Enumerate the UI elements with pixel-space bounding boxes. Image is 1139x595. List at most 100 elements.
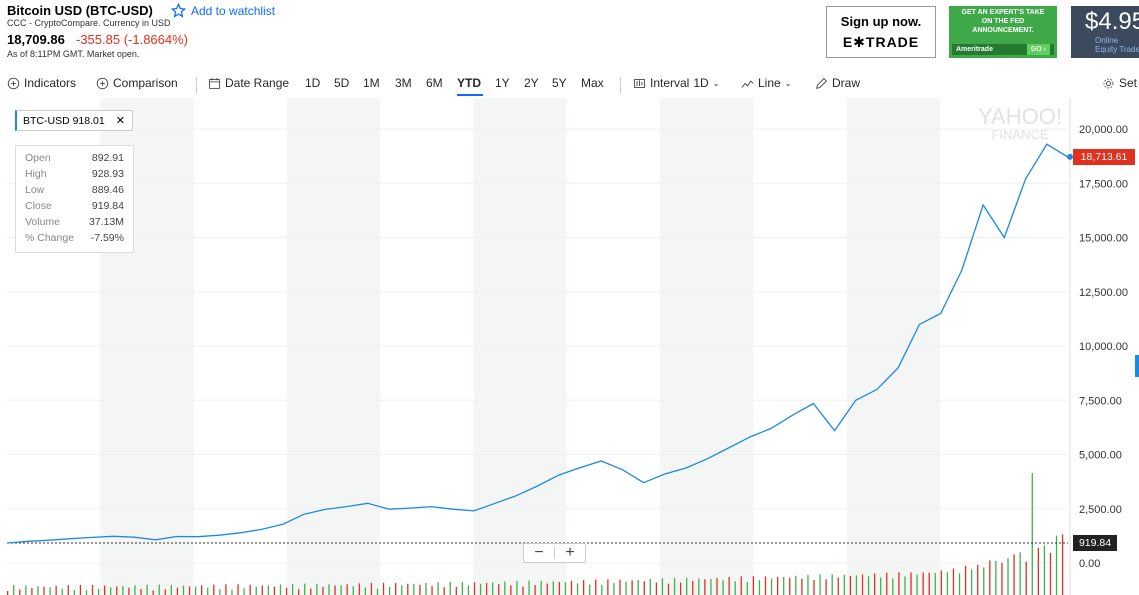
date-range-label: Date Range [225,76,290,90]
calendar-icon [209,77,220,89]
volume-bar [886,572,888,595]
volume-bar [104,585,106,595]
range-5d[interactable]: 5D [334,76,350,90]
draw-label: Draw [832,76,861,90]
volume-bar [819,574,821,595]
volume-bar [922,572,924,595]
volume-bar [249,584,251,595]
volume-bar [582,579,585,595]
volume-bar [322,586,324,595]
ohlc-label: Close [25,200,52,212]
zoom-in-button[interactable]: + [565,544,575,561]
ameritrade-ad[interactable]: GET AN EXPERT'S TAKE ON THE FED ANNOUNCE… [949,6,1057,58]
volume-bar [728,577,730,595]
volume-bar [504,581,506,595]
zoom-out-button[interactable]: − [534,544,544,561]
y-tick-label: 20,000.00 [1079,124,1128,136]
volume-bar [710,579,712,595]
chart-type-dropdown[interactable]: Line ⌄ [741,76,791,90]
volume-bar [752,576,755,595]
range-3m[interactable]: 3M [395,76,412,90]
volume-bar [516,580,518,595]
range-2y[interactable]: 2Y [524,76,539,90]
volume-bar [595,579,597,595]
volume-bar [316,583,318,595]
ohlc-label: % Change [25,232,75,244]
volume-bar [285,587,288,595]
comparison-button[interactable]: Comparison [96,76,178,90]
series-legend-chip[interactable]: BTC-USD 918.01 ✕ [15,110,133,131]
volume-bar [643,581,645,595]
price-change: -355.85 (-1.8664%) [76,32,189,47]
volume-bar [576,583,579,595]
ameritrade-go-button[interactable]: GO › [1026,44,1050,55]
volume-bar [382,582,385,595]
range-1d[interactable]: 1D [305,76,321,90]
volume-bar [140,588,142,595]
volume-bar [158,584,160,595]
ameritrade-ad-line2: ON THE FED [981,18,1025,25]
range-5y[interactable]: 5Y [552,76,567,90]
volume-bar [704,579,706,595]
volume-bar [13,585,15,595]
volume-bar [401,585,403,595]
current-price-tag: 18,713.61 [1073,149,1135,165]
volume-bar [225,584,227,595]
price-chart[interactable]: YAHOO! FINANCE 20,000.00 17,500.00 15,000.… [0,98,1139,595]
volume-bar [1061,534,1064,595]
volume-bar [655,582,658,595]
close-icon[interactable]: ✕ [115,115,125,127]
volume-bar [358,583,360,595]
volume-bar [649,578,651,595]
volume-bar [970,569,973,595]
indicators-button[interactable]: Indicators [7,76,76,90]
volume-bar [73,590,75,595]
volume-bar [813,580,815,595]
ameritrade-brand: Ameritrade [956,46,993,53]
volume-bar [201,585,203,595]
range-1m[interactable]: 1M [363,76,380,90]
volume-bar [1019,552,1021,595]
volume-bar [698,578,700,595]
watchlist-label: Add to watchlist [191,3,276,18]
volume-bar [25,585,27,595]
volume-bar [831,574,833,595]
range-max[interactable]: Max [581,76,604,90]
volume-bar [310,588,312,595]
volume-bar [673,577,676,595]
volume-bar [964,565,967,595]
volume-bar [110,587,112,595]
indicators-label: Indicators [24,76,77,90]
divider [196,77,197,93]
range-ytd[interactable]: YTD [457,76,481,90]
volume-bar [534,585,536,595]
volume-bar [977,564,979,595]
interval-dropdown[interactable]: Interval 1D ⌄ [633,76,719,90]
y-tick-label: 17,500.00 [1079,178,1128,190]
add-to-watchlist-button[interactable]: Add to watchlist [171,3,275,18]
volume-bar [170,584,172,595]
etrade-ad[interactable]: Sign up now. E✱TRADE [826,6,936,58]
range-6m[interactable]: 6M [426,76,443,90]
volume-bar [134,585,136,595]
volume-bar [734,581,736,595]
date-range-button[interactable]: Date Range [208,76,289,90]
volume-bar [510,585,512,595]
volume-bar [213,584,215,595]
range-1y[interactable]: 1Y [495,76,510,90]
volume-bar [91,585,94,595]
chart-type-label: Line [758,76,781,90]
settings-button[interactable]: Set [1102,76,1137,90]
volume-bar [843,574,845,595]
volume-bar [613,583,615,595]
y-tick-label: 10,000.00 [1079,341,1128,353]
volume-bar [449,581,451,595]
volume-bar [370,582,373,595]
ohlc-label: Volume [25,216,61,228]
equity-trade-ad[interactable]: $4.95 Online Equity Trade [1071,6,1139,58]
draw-button[interactable]: Draw [815,76,860,90]
volume-bar [207,587,209,595]
scroll-handle[interactable] [1135,355,1139,377]
volume-bar [188,586,191,595]
volume-bar [267,585,270,595]
